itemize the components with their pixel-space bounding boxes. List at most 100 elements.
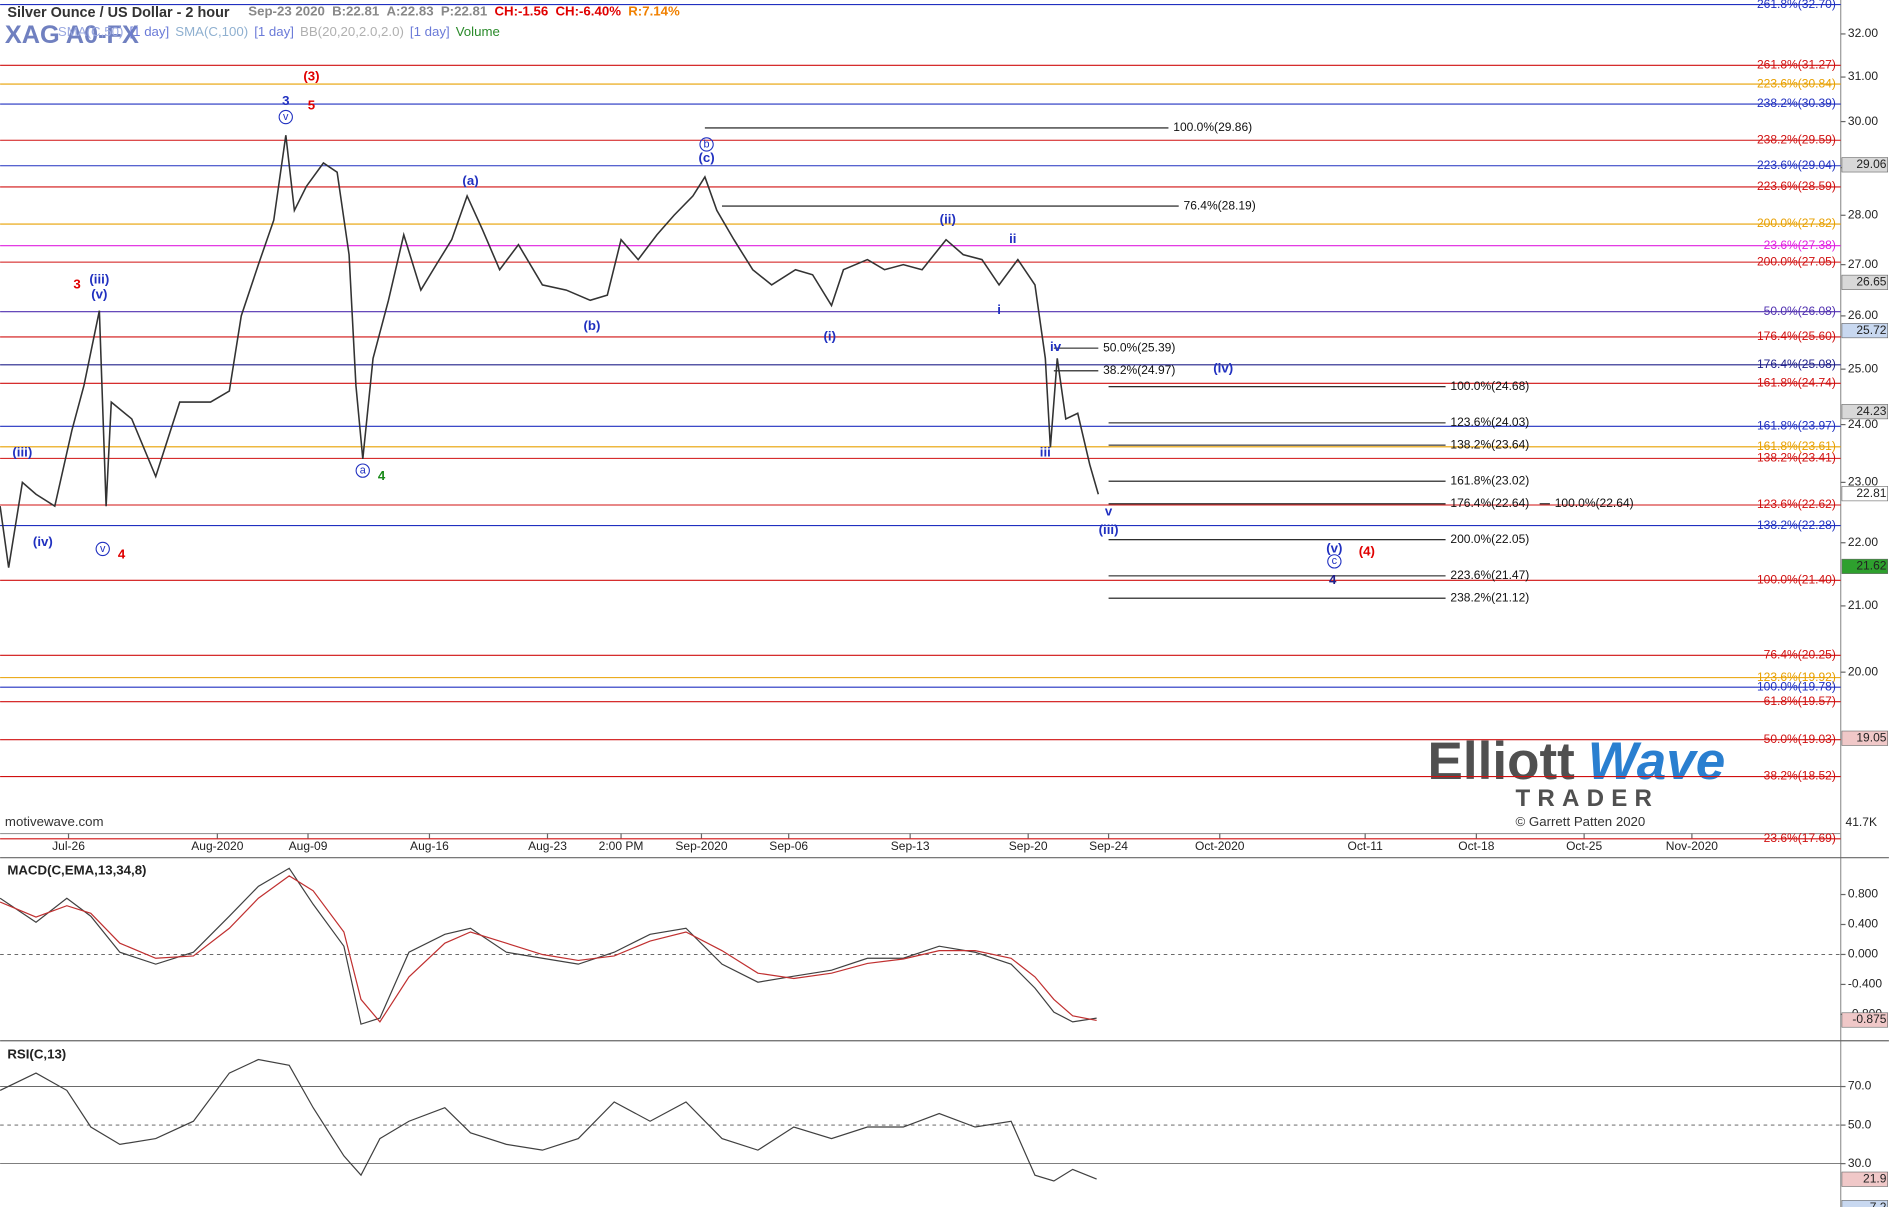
price-badge [1841, 486, 1888, 502]
x-tick-label: Oct-25 [1566, 839, 1602, 853]
x-tick-label: Aug-16 [410, 839, 449, 853]
fib-projection-label: 238.2%(21.12) [1450, 590, 1529, 604]
wave-label: 4 [378, 468, 386, 483]
fib-level-label: 223.6%(29.04) [1757, 158, 1836, 172]
fib-level-label: 261.8%(32.70) [1757, 0, 1836, 11]
fib-projection-label: 138.2%(23.64) [1450, 437, 1529, 451]
indicator-line [0, 875, 1097, 1023]
fib-level-label: 176.4%(25.08) [1757, 357, 1836, 371]
x-tick-label: Sep-20 [1009, 839, 1048, 853]
wave-label: (b) [584, 318, 601, 333]
indicator: Volume [456, 24, 500, 39]
fib-level-label: 238.2%(29.59) [1757, 132, 1836, 146]
wave-label: ii [1009, 231, 1016, 246]
x-tick-label: Aug-23 [528, 839, 567, 853]
wave-label: (a) [462, 173, 478, 188]
fib-level-label: 100.0%(21.40) [1757, 572, 1836, 586]
fib-projection-label: 100.0%(24.68) [1450, 379, 1529, 393]
price-badge-label: 21.62 [1856, 559, 1886, 573]
wave-circle [95, 541, 110, 557]
x-tick-label: Sep-24 [1089, 839, 1128, 853]
price-badge [1841, 404, 1888, 420]
price-badge [1841, 558, 1888, 574]
x-tick-label: Oct-2020 [1195, 839, 1245, 853]
price-badge [1841, 1012, 1888, 1028]
fib-projection-label: 161.8%(23.02) [1450, 473, 1529, 487]
fib-level-label: 223.6%(28.59) [1757, 179, 1836, 193]
y-tick-label: 28.00 [1848, 207, 1878, 221]
fib-level-label: 161.8%(23.61) [1757, 439, 1836, 453]
wave-label: (c) [698, 150, 714, 165]
y-tick-label: 30.0 [1848, 1156, 1872, 1170]
price-badge [1841, 1171, 1888, 1187]
fib-level-label: 123.6%(22.62) [1757, 497, 1836, 511]
fib-level-label: 50.0%(19.03) [1764, 732, 1836, 746]
wave-circle [278, 109, 293, 125]
wave-label: iv [1050, 339, 1062, 354]
wave-label: a [360, 464, 367, 476]
wave-circle [355, 463, 370, 478]
fib-level-label: 38.2%(18.52) [1764, 769, 1836, 783]
fib-level-label: 261.8%(31.27) [1757, 57, 1836, 71]
wave-circle [699, 137, 714, 152]
price-badge-label: 21.9 [1863, 1171, 1887, 1185]
price-badge-label: 22.81 [1856, 486, 1886, 500]
x-tick-label: 2:00 PM [599, 839, 644, 853]
quote-item: Sep-23 2020 [248, 4, 325, 19]
price-badge-label: 29.06 [1856, 157, 1886, 171]
y-tick-label: 31.00 [1848, 69, 1878, 83]
price-badge [1841, 1200, 1888, 1207]
y-tick-label: 70.0 [1848, 1079, 1872, 1093]
wave-label: 4 [1329, 572, 1337, 587]
indicator: SMA(C,50) [58, 24, 124, 39]
fib-projection-label: 200.0%(22.05) [1450, 532, 1529, 546]
macd-title: MACD(C,EMA,13,34,8) [7, 862, 146, 877]
fib-level-label: 138.2%(23.41) [1757, 451, 1836, 465]
y-tick-label: 0.800 [1848, 887, 1878, 901]
fib-projection-label: 176.4%(22.64) [1450, 496, 1529, 510]
x-tick-label: Oct-11 [1348, 839, 1384, 853]
chart-title: Silver Ounce / US Dollar - 2 hour [7, 5, 230, 21]
fib-level-label: 23.6%(27.38) [1764, 238, 1836, 252]
indicator: SMA(C,100) [175, 24, 248, 39]
indicator: [1 day] [254, 24, 294, 39]
wave-label: (ii) [940, 212, 956, 227]
y-tick-label: 21.00 [1848, 598, 1878, 612]
volume-badge: 41.7K [1846, 815, 1877, 829]
y-tick-label: 50.0 [1848, 1117, 1872, 1131]
copyright: © Garrett Patten 2020 [1515, 814, 1645, 829]
watermark: motivewave.com [5, 814, 104, 829]
price-badge-label: 19.05 [1856, 730, 1886, 744]
quote-item: A:22.83 [386, 4, 433, 19]
fib-level-label: 138.2%(22.28) [1757, 518, 1836, 532]
price-badge [1841, 323, 1888, 339]
x-tick-label: Aug-09 [289, 839, 328, 853]
fib-projection-label: 223.6%(21.47) [1450, 568, 1529, 582]
wave-label: (iii) [1099, 522, 1119, 537]
wave-label: (iv) [33, 534, 53, 549]
logo-word: Elliott [1428, 732, 1575, 791]
wave-label: (i) [823, 328, 836, 343]
wave-label: v [283, 111, 289, 123]
wave-label: v [1105, 504, 1113, 519]
wave-label: 5 [308, 97, 315, 112]
quote-item: R:7.14% [628, 4, 680, 19]
y-tick-label: 0.000 [1848, 947, 1878, 961]
wave-label: (v) [1326, 540, 1342, 555]
y-tick-label: 32.00 [1848, 26, 1878, 40]
wave-label: (3) [303, 69, 319, 84]
wave-label: (iii) [89, 271, 109, 286]
fib-level-label: 200.0%(27.82) [1757, 216, 1836, 230]
quote-item: CH:-6.40% [555, 4, 621, 19]
fib-level-label: 100.0%(19.78) [1757, 679, 1836, 693]
wave-label: 3 [73, 276, 80, 291]
quote-item: B:22.81 [332, 4, 379, 19]
x-tick-label: Sep-2020 [675, 839, 727, 853]
y-tick-label: 0.400 [1848, 917, 1878, 931]
indicator: BB(20,20,2.0,2.0) [300, 24, 404, 39]
y-tick-label: 26.00 [1848, 308, 1878, 322]
fib-level-label: 23.6%(17.69) [1764, 831, 1836, 845]
price-badge-label: -0.875 [1852, 1012, 1886, 1026]
y-tick-label: 25.00 [1848, 361, 1878, 375]
